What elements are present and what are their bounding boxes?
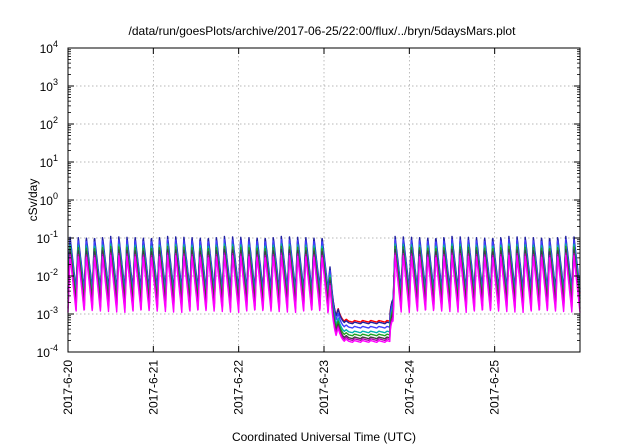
x-tick-label: 2017-6-20	[61, 360, 75, 415]
axes: 10-410-310-210-11001011021031042017-6-20…	[37, 39, 580, 415]
x-tick-label: 2017-6-25	[488, 360, 502, 415]
x-tick-label: 2017-6-23	[317, 360, 331, 415]
y-axis-label: cSv/day	[26, 179, 40, 222]
x-axis-label: Coordinated Universal Time (UTC)	[232, 430, 416, 444]
x-tick-label: 2017-6-24	[402, 360, 416, 415]
series-line-8	[67, 254, 581, 343]
data-series	[67, 235, 581, 343]
chart-title: /data/run/goesPlots/archive/2017-06-25/2…	[129, 24, 517, 38]
x-tick-label: 2017-6-22	[232, 360, 246, 415]
x-tick-label: 2017-6-21	[146, 360, 160, 415]
